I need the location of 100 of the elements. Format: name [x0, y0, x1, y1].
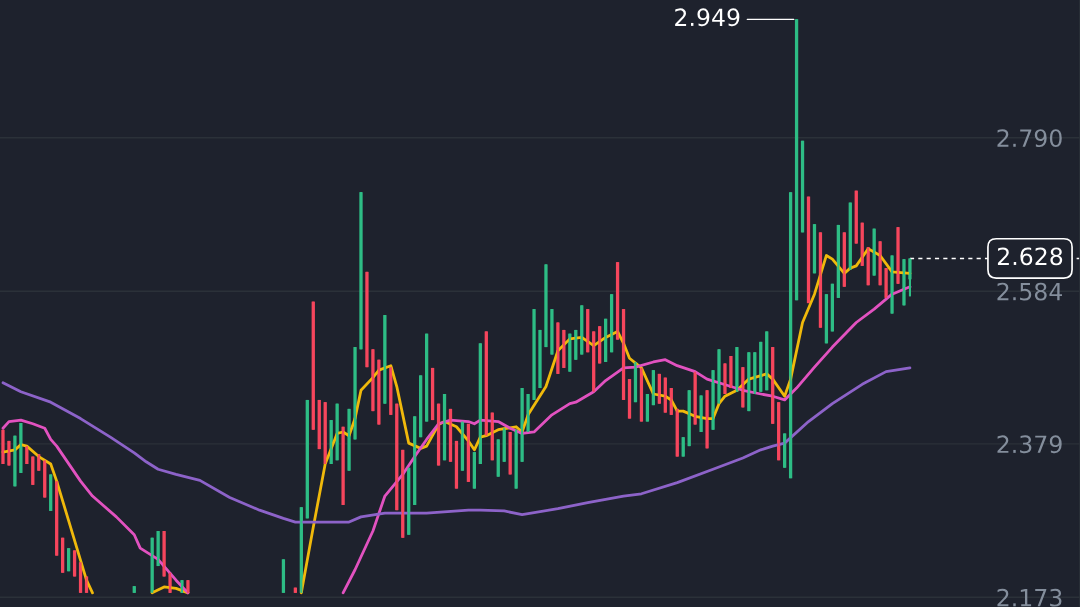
candlestick [484, 330, 488, 437]
candlestick [389, 366, 393, 416]
candlestick [460, 420, 465, 472]
candlestick [615, 261, 620, 341]
candlestick [508, 430, 512, 476]
candlestick [430, 366, 435, 422]
candlestick [514, 428, 518, 490]
candlestick [424, 332, 429, 423]
candlestick [824, 293, 829, 345]
candlestick [371, 348, 375, 413]
candlestick [860, 221, 864, 267]
candlestick [31, 455, 35, 486]
candlestick [663, 376, 667, 414]
candlestick [693, 370, 697, 426]
candlestick [317, 398, 321, 451]
candlestick [37, 453, 41, 472]
candlestick [61, 536, 65, 574]
candlestick [7, 439, 11, 467]
candlestick [156, 529, 160, 568]
candlestick [836, 223, 840, 299]
candlestick [675, 407, 679, 458]
candlestick [496, 438, 500, 478]
candlestick [806, 195, 811, 305]
candlestick [13, 434, 17, 488]
candlestick [72, 549, 77, 578]
candlestick [574, 328, 578, 361]
candlestick [84, 575, 89, 594]
candlestick [592, 330, 596, 393]
candlestick [627, 378, 632, 420]
candlestick [681, 436, 685, 458]
candlestick [377, 358, 381, 426]
candlestick [842, 231, 846, 288]
candlestick [800, 139, 805, 234]
candlestick [19, 422, 23, 474]
candlestick [454, 439, 459, 490]
candlestick [490, 411, 494, 462]
candlestick [765, 330, 769, 392]
candlestick [669, 386, 673, 416]
candlestick [329, 419, 333, 466]
candlestick [848, 201, 852, 271]
candlestick [281, 558, 286, 594]
candlestick [43, 459, 47, 499]
candlestick [323, 401, 327, 466]
candlestick [401, 448, 405, 539]
candlestick [78, 561, 83, 594]
candlestick [753, 351, 757, 396]
candlestick [729, 354, 733, 390]
candlestick [305, 398, 309, 520]
candlestick [383, 314, 387, 405]
candlestick [687, 389, 691, 448]
candlestick [866, 246, 870, 287]
candlestick [651, 369, 656, 407]
candlestick [25, 445, 29, 466]
candlestick [466, 422, 471, 483]
candlestick [568, 332, 572, 373]
candlestick [299, 506, 303, 594]
candlestick [562, 328, 566, 369]
candlestick [186, 579, 190, 594]
candlestick [586, 308, 590, 354]
candlestick [472, 451, 477, 490]
candlestick [407, 466, 411, 536]
candlestick [395, 402, 399, 512]
annotation: 2.949 [675, 8, 740, 27]
candlestick [413, 415, 417, 506]
y-tick-label: 2.173 [997, 588, 1062, 607]
candlestick [365, 270, 369, 369]
candlestick [818, 231, 823, 329]
y-tick-label: 2.379 [997, 435, 1062, 454]
candlestick [884, 267, 888, 299]
candlestick [341, 425, 345, 506]
candlestick [609, 293, 614, 354]
candlestick [878, 240, 882, 287]
candlestick [419, 374, 423, 439]
candlestick [502, 427, 506, 463]
candlestick [657, 372, 661, 405]
candlestick [49, 473, 53, 512]
candlestick [132, 585, 136, 594]
candlestick [705, 389, 709, 450]
candlestick [66, 547, 71, 573]
candlestick [598, 325, 602, 365]
candlestick [735, 346, 739, 393]
candlestick [311, 300, 315, 431]
candlestick [556, 321, 560, 375]
candlestick [741, 366, 745, 409]
candlestick [293, 586, 297, 594]
candlestick [478, 342, 482, 466]
candlestick [699, 394, 703, 434]
candlestick [603, 317, 608, 364]
candlestick [150, 536, 154, 594]
candlestick [448, 407, 453, 463]
candlestick [162, 529, 166, 578]
candlestick [168, 571, 172, 594]
candlestick [520, 386, 524, 463]
candlestick [759, 340, 763, 393]
candlestick [771, 346, 775, 425]
candlestick [645, 392, 650, 423]
candlestick [621, 308, 626, 401]
candlestick [55, 480, 59, 557]
candlestick [854, 189, 858, 245]
line-series [1, 366, 912, 524]
